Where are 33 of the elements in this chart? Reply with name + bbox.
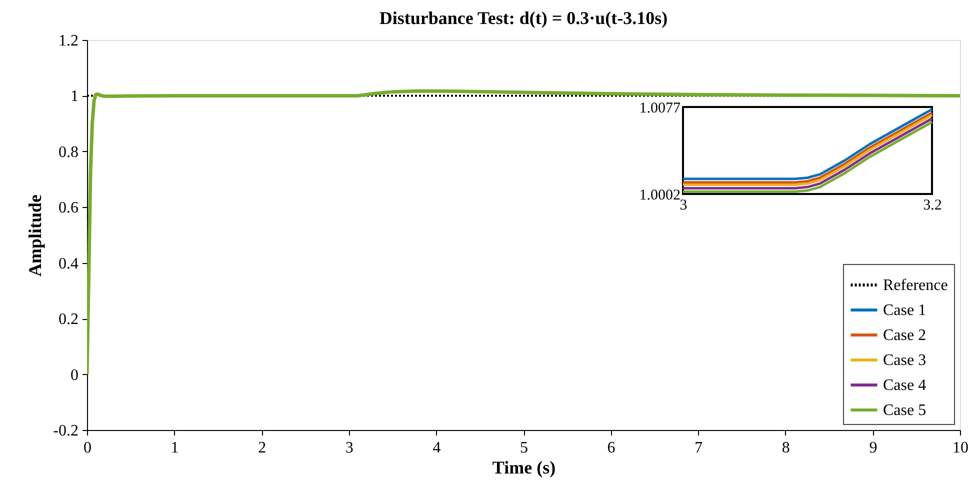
x-axis-title: Time (s) xyxy=(492,458,556,478)
y-tick-label: -0.2 xyxy=(53,422,78,440)
y-tick-label: 1 xyxy=(70,88,78,106)
legend-label: Case 2 xyxy=(883,327,926,344)
x-tick-label: 2 xyxy=(258,440,266,456)
x-tick-label: 1 xyxy=(170,440,179,456)
x-tick-label: 8 xyxy=(782,440,790,456)
y-tick-label: 0 xyxy=(70,366,78,384)
y-tick-label: 0.2 xyxy=(58,311,78,328)
x-tick-label: 3 xyxy=(680,198,688,214)
y-tick-label: 0.4 xyxy=(58,255,78,272)
line-series xyxy=(87,89,960,376)
legend-label: Case 1 xyxy=(883,302,926,319)
x-tick-label: 7 xyxy=(694,440,703,456)
y-tick-label: 1.0077 xyxy=(639,100,681,116)
y-tick-label: 1.2 xyxy=(58,32,78,50)
y-tick-label: 0.6 xyxy=(58,200,78,217)
x-tick-label: 9 xyxy=(869,440,878,456)
x-tick-label: 3.2 xyxy=(923,198,942,214)
y-axis-title: Amplitude xyxy=(25,194,46,277)
legend-label: Case 5 xyxy=(883,402,926,419)
chart-title: Disturbance Test: d(t) = 0.3·u(t-3.10s) xyxy=(379,8,668,28)
x-tick-label: 4 xyxy=(432,440,441,456)
y-tick-label: 0.8 xyxy=(58,144,78,161)
x-tick-label: 3 xyxy=(345,440,354,456)
legend-label: Reference xyxy=(883,277,948,294)
x-tick-label: 10 xyxy=(952,440,968,456)
y-tick-label: 1.0002 xyxy=(639,188,680,204)
x-tick-label: 0 xyxy=(84,440,92,456)
x-tick-label: 6 xyxy=(607,440,616,456)
legend-label: Case 4 xyxy=(883,377,926,394)
legend-label: Case 3 xyxy=(883,352,926,369)
x-tick-label: 5 xyxy=(520,440,528,456)
